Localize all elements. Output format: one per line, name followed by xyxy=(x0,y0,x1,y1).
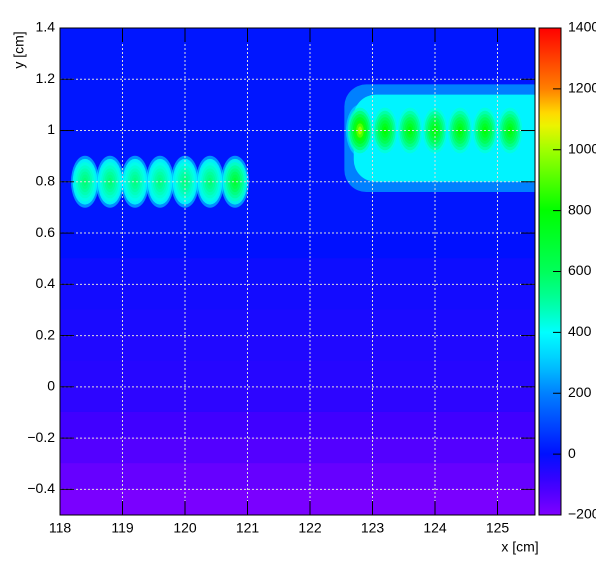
y-tick-label: −0.2 xyxy=(27,429,55,445)
x-tick-label: 122 xyxy=(298,520,322,536)
background-cell xyxy=(60,309,535,337)
peak xyxy=(508,126,512,135)
background-cell xyxy=(60,463,535,490)
background-cell xyxy=(60,386,535,413)
background-cell xyxy=(60,53,535,80)
x-tick-label: 123 xyxy=(361,520,385,536)
y-tick-label: 0.4 xyxy=(36,275,56,291)
y-tick-label: 1 xyxy=(47,121,55,137)
z-tick-label: 0 xyxy=(568,445,576,461)
x-tick-label: 121 xyxy=(236,520,260,536)
background-cell xyxy=(60,283,535,311)
z-tick-label: 800 xyxy=(568,201,592,217)
x-tick-label: 118 xyxy=(49,520,72,536)
x-tick-label: 119 xyxy=(111,520,134,536)
background-cell xyxy=(60,360,535,388)
y-tick-label: 0.8 xyxy=(36,172,56,188)
z-tick-label: 1000 xyxy=(568,140,596,156)
z-tick-label: 1200 xyxy=(568,80,596,96)
x-tick-label: 124 xyxy=(423,520,447,536)
background-cell xyxy=(60,206,535,234)
peak xyxy=(408,126,412,135)
background-cell xyxy=(60,232,535,260)
background-cell xyxy=(60,411,535,439)
background-cell xyxy=(60,488,535,515)
y-tick-label: 0.2 xyxy=(36,326,56,342)
y-tick-label: 0.6 xyxy=(36,224,56,240)
plot-frame xyxy=(59,27,536,516)
z-tick-label: −200 xyxy=(568,506,596,522)
background-cell xyxy=(60,335,535,362)
y-axis-label: y [cm] xyxy=(11,31,27,68)
background-cell xyxy=(60,258,535,285)
y-tick-label: −0.4 xyxy=(27,480,55,496)
peak xyxy=(233,177,237,186)
plot-area xyxy=(60,28,535,515)
z-tick-label: 600 xyxy=(568,262,592,278)
z-tick-label: 400 xyxy=(568,323,592,339)
peak xyxy=(133,177,137,186)
z-tick-label: 1400 xyxy=(568,19,596,35)
y-tick-label: 1.4 xyxy=(36,19,56,35)
peak xyxy=(208,177,212,186)
background-cell xyxy=(60,28,535,55)
x-tick-label: 120 xyxy=(173,520,197,536)
peak xyxy=(433,126,437,135)
z-tick-label: 200 xyxy=(568,384,592,400)
y-tick-label: 1.2 xyxy=(36,70,56,86)
background-cell xyxy=(60,437,535,465)
y-tick-label: 0 xyxy=(47,378,55,394)
x-axis-label: x [cm] xyxy=(501,539,538,555)
x-tick-label: 125 xyxy=(486,520,510,536)
